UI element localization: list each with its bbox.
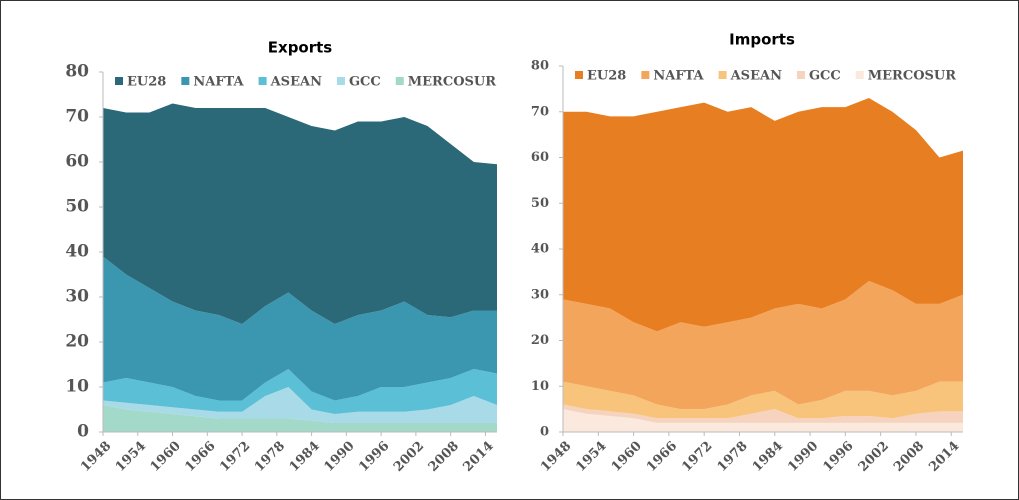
- legend-label: ASEAN: [270, 75, 322, 90]
- area: [563, 381, 963, 419]
- area: [103, 369, 497, 414]
- y-tick-label: 20: [531, 333, 549, 348]
- legend-label: EU28: [587, 69, 626, 84]
- legend-label: EU28: [127, 75, 166, 90]
- y-tick-label: 80: [531, 59, 549, 74]
- area: [103, 256, 497, 401]
- legend-swatch: [796, 71, 805, 79]
- chart-title: Imports: [729, 31, 795, 49]
- y-tick-label: 20: [65, 332, 89, 352]
- y-tick-label: 0: [77, 422, 89, 442]
- y-tick-label: 30: [531, 287, 549, 302]
- legend-label: GCC: [349, 75, 381, 90]
- y-tick-label: 70: [65, 107, 89, 127]
- legend-swatch: [855, 71, 864, 79]
- area: [563, 98, 963, 332]
- legend-label: ASEAN: [730, 69, 782, 84]
- legend-swatch: [718, 71, 727, 79]
- legend-swatch: [115, 77, 123, 85]
- y-tick-label: 80: [65, 62, 89, 82]
- legend-swatch: [575, 71, 583, 79]
- y-tick-label: 70: [531, 104, 549, 119]
- y-tick-label: 50: [531, 196, 549, 211]
- area: [103, 387, 497, 423]
- y-tick-label: 10: [65, 377, 89, 397]
- legend-label: MERCOSUR: [868, 69, 956, 84]
- y-tick-label: 50: [65, 197, 89, 217]
- legend-swatch: [258, 77, 267, 85]
- y-tick-label: 40: [531, 242, 549, 257]
- legend-label: NAFTA: [653, 69, 704, 84]
- y-tick-label: 60: [531, 150, 549, 165]
- y-tick-label: 40: [65, 242, 89, 262]
- legend-swatch: [641, 71, 650, 79]
- y-tick-label: 0: [540, 425, 549, 440]
- area: [103, 103, 497, 324]
- y-tick-label: 10: [531, 379, 549, 394]
- y-tick-label: 30: [65, 287, 89, 307]
- legend-label: MERCOSUR: [408, 75, 496, 90]
- area: [103, 405, 497, 432]
- chart-title: Exports: [268, 39, 333, 57]
- area: [563, 409, 963, 432]
- area: [563, 281, 963, 410]
- legend-label: GCC: [809, 69, 841, 84]
- legend-swatch: [336, 77, 345, 85]
- legend-swatch: [395, 77, 404, 85]
- legend-label: NAFTA: [193, 75, 244, 90]
- legend-swatch: [181, 77, 190, 85]
- y-tick-label: 60: [65, 152, 89, 172]
